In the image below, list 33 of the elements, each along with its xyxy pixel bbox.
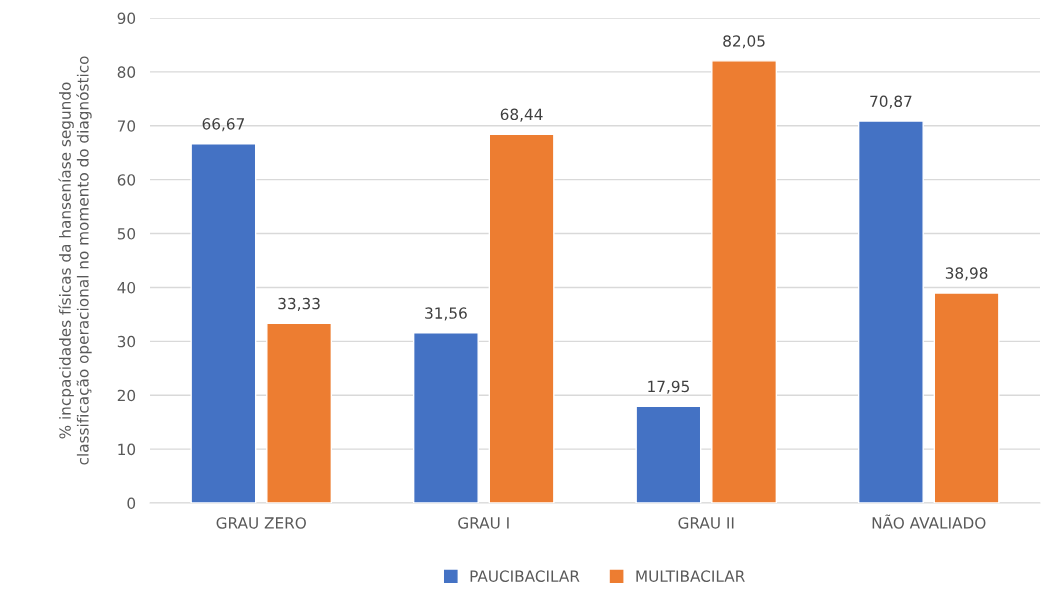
bar	[933, 292, 1000, 503]
x-tick-label: NÃO AVALIADO	[872, 514, 986, 529]
y-tick-label: 0	[127, 497, 136, 510]
bar	[711, 60, 778, 503]
y-tick-label: 60	[117, 174, 136, 186]
y-tick-label: 80	[117, 66, 136, 78]
bar	[488, 133, 555, 503]
data-label: 66,67	[202, 118, 244, 132]
data-label: 38,98	[945, 267, 988, 281]
y-tick-label: 20	[117, 389, 136, 402]
bar	[857, 120, 924, 503]
legend-label: PAUCIBACILAR	[470, 570, 580, 582]
bar	[190, 143, 257, 503]
y-tick-label: 30	[117, 335, 136, 348]
x-tick-label: GRAU II	[678, 517, 734, 529]
data-label: 68,44	[500, 108, 543, 122]
data-label: 33,33	[278, 297, 320, 311]
bar	[266, 322, 333, 503]
data-label: 31,56	[425, 307, 467, 321]
y-tick-label: 10	[118, 443, 136, 456]
y-tick-label: 40	[117, 281, 136, 294]
x-tick-label: GRAU I	[458, 517, 509, 529]
bar	[412, 332, 479, 503]
legend-label: MULTIBACILAR	[636, 570, 745, 582]
data-label: 17,95	[648, 380, 689, 394]
data-label: 82,05	[723, 35, 765, 49]
bar	[635, 405, 702, 503]
y-tick-label: 90	[117, 12, 136, 25]
x-tick-label: GRAU ZERO	[216, 517, 306, 529]
y-tick-label: 70	[117, 120, 136, 132]
y-axis-title: % incpacidades físicas da hanseníase segundo classificação operacional no momento do diagnóstico	[58, 56, 92, 465]
data-label: 70,87	[870, 95, 912, 109]
y-tick-label: 50	[117, 228, 136, 240]
